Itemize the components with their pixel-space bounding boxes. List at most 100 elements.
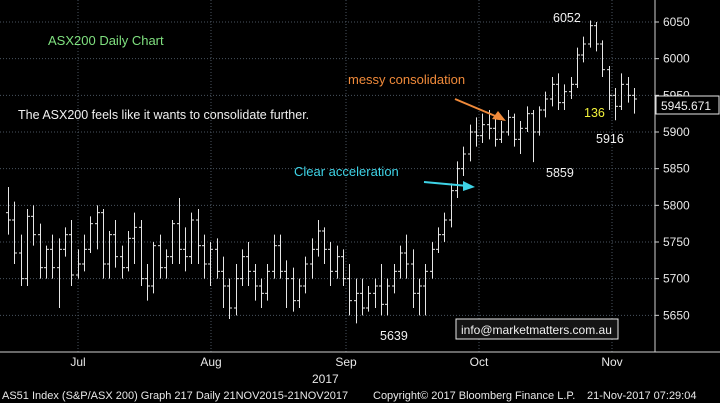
ohlc-bar (347, 264, 352, 316)
ohlc-bar (341, 249, 346, 286)
ohlc-bar (550, 77, 555, 107)
ohlc-bar (202, 234, 207, 279)
ohlc-bar (57, 238, 62, 308)
ohlc-bar (600, 40, 605, 77)
ohlc-bar (537, 106, 542, 136)
arrow-cyan-head (463, 181, 475, 191)
ohlc-bar (132, 212, 137, 264)
ohlc-bar (25, 209, 30, 286)
ohlc-bar (303, 256, 308, 294)
ohlc-bar (246, 242, 251, 286)
arrow-cyan-shaft (423, 181, 469, 187)
ohlc-bar (120, 245, 125, 279)
email-box (455, 318, 619, 340)
ohlc-bar (151, 242, 156, 294)
arrow-orange-shaft (454, 98, 501, 119)
ohlc-bar (404, 234, 409, 279)
y-tick-label: 5700 (663, 272, 690, 286)
x-axis-ticks: Jul Aug Sep Oct Nov (70, 355, 622, 369)
ohlc-bar (259, 278, 264, 308)
ohlc-bar (525, 106, 530, 132)
ohlc-bar (145, 264, 150, 301)
last-price-tag (655, 95, 720, 115)
x-tick-label: Sep (335, 355, 357, 369)
ohlc-bar (487, 110, 492, 140)
ohlc-bar (328, 242, 333, 286)
ohlc-bar (95, 205, 100, 250)
ohlc-bar (455, 161, 460, 198)
ohlc-bar (474, 117, 479, 147)
ohlc-bar (411, 249, 416, 308)
year-label: 2017 (312, 372, 339, 386)
ohlc-bar (556, 73, 561, 110)
ohlc-bar (227, 278, 232, 319)
ohlc-bar (101, 209, 106, 279)
ohlc-bar (354, 278, 359, 324)
ohlc-bar (335, 245, 340, 279)
ohlc-bar (360, 278, 365, 316)
footer-copyright: Copyright© 2017 Bloomberg Finance L.P. (373, 390, 575, 402)
annotation-clear-acceleration: Clear acceleration (294, 164, 399, 179)
ohlc-bar (316, 220, 321, 257)
ohlc-bar (278, 234, 283, 279)
ohlc-bar (284, 260, 289, 308)
ohlc-bar (240, 249, 245, 286)
ohlc-bar (221, 256, 226, 308)
ohlc-bar (164, 249, 169, 279)
ohlc-bar (272, 234, 277, 279)
ohlc-bar (76, 249, 81, 279)
y-tick-label: 6000 (663, 52, 690, 66)
ohlc-bar (499, 121, 504, 143)
ohlc-bar (63, 227, 68, 257)
label-136: 136 (584, 106, 605, 120)
footer-timestamp: 21-Nov-2017 07:29:04 (587, 390, 696, 402)
ohlc-bar (82, 234, 87, 272)
ohlc-bar (632, 88, 637, 114)
label-low-5639: 5639 (380, 329, 408, 343)
ohlc-bar (449, 183, 454, 228)
y-tick-label: 5850 (663, 162, 690, 176)
grid (0, 0, 655, 352)
email-link[interactable]: info@marketmatters.com.au (461, 323, 612, 337)
ohlc-bar (436, 227, 441, 253)
label-5916: 5916 (596, 132, 624, 146)
ohlc-bar (417, 278, 422, 316)
ohlc-series (6, 20, 637, 324)
x-tick-label: Oct (470, 355, 489, 369)
ohlc-bar (12, 201, 17, 264)
ohlc-bar (253, 264, 258, 301)
ohlc-bar (113, 220, 118, 268)
ohlc-bar (31, 205, 36, 246)
ohlc-bar (575, 47, 580, 88)
x-tick-label: Aug (200, 355, 221, 369)
ohlc-bar (310, 238, 315, 279)
x-tick-label: Nov (601, 355, 622, 369)
label-5859: 5859 (546, 166, 574, 180)
ohlc-bar (619, 73, 624, 110)
ohlc-bar (512, 113, 517, 147)
ohlc-bar (373, 278, 378, 308)
ohlc-bar (594, 22, 599, 52)
ohlc-bar (297, 278, 302, 308)
ohlc-bar (139, 220, 144, 286)
ohlc-bar (208, 242, 213, 286)
annotation-messy-consolidation: messy consolidation (348, 72, 465, 87)
y-tick-label: 6050 (663, 15, 690, 29)
y-tick-label: 5750 (663, 235, 690, 249)
ohlc-bar (38, 223, 43, 279)
ohlc-bar (607, 66, 612, 110)
ohlc-bar (234, 264, 239, 316)
ohlc-bar (543, 91, 548, 118)
label-high-6052: 6052 (553, 11, 581, 25)
ohlc-bar (69, 220, 74, 286)
ohlc-bar (385, 278, 390, 316)
ohlc-bar (366, 286, 371, 312)
ohlc-bar (196, 209, 201, 264)
last-price-value: 5945.671 (661, 99, 711, 113)
ohlc-bar (588, 20, 593, 48)
footer-left: AS51 Index (S&P/ASX 200) Graph 217 Daily… (2, 390, 348, 402)
ohlc-bar (461, 146, 466, 176)
ohlc-bar (126, 231, 131, 272)
ohlc-bar (423, 264, 428, 316)
